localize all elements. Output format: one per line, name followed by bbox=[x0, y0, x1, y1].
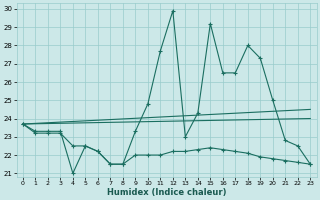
X-axis label: Humidex (Indice chaleur): Humidex (Indice chaleur) bbox=[107, 188, 226, 197]
